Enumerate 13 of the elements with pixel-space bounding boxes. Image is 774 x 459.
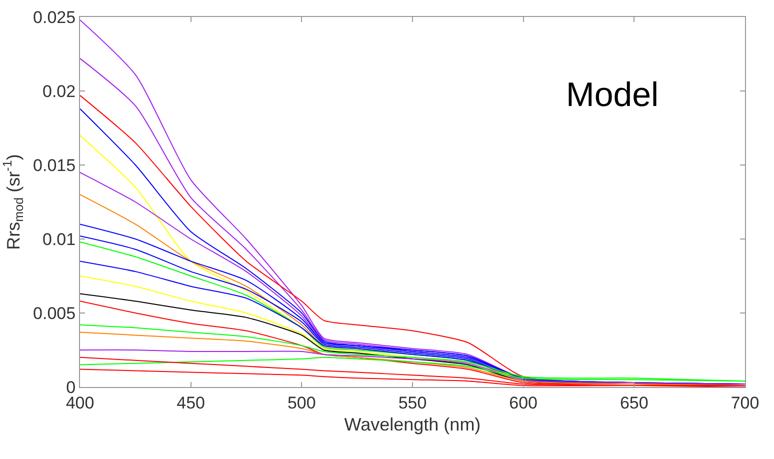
y-tick-label: 0.01	[42, 230, 76, 249]
x-tick-label: 650	[620, 393, 648, 412]
x-tick-label: 600	[509, 393, 538, 412]
annotation: Model	[566, 76, 659, 114]
y-tick-label: 0.02	[42, 82, 76, 101]
x-tick-label: 700	[730, 393, 760, 412]
y-tick-label: 0.015	[33, 156, 76, 175]
x-tick-label: 450	[176, 393, 206, 412]
x-axis-title: Wavelength (nm)	[344, 414, 481, 434]
x-tick-label: 550	[398, 393, 427, 412]
y-tick-label: 0.005	[33, 304, 76, 323]
x-tick-label: 500	[287, 393, 316, 412]
y-tick-label: 0.025	[33, 8, 76, 27]
